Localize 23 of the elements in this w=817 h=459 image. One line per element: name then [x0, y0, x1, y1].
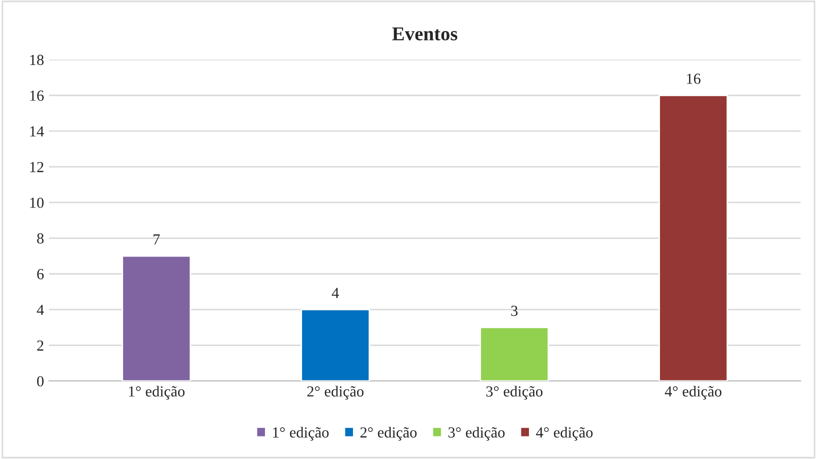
- y-tick-label: 2: [37, 340, 44, 351]
- y-tick-label: 16: [30, 90, 44, 101]
- legend-label: 1° edição: [273, 426, 329, 441]
- y-tick-label: 0: [37, 376, 44, 386]
- y-tick-label: 14: [30, 126, 44, 136]
- x-tick-label: 3° edição: [486, 386, 542, 400]
- data-label: 16: [686, 74, 700, 84]
- y-tick-label: 4: [36, 304, 44, 315]
- data-label: 7: [154, 234, 160, 244]
- x-tick-label: 1° edição: [129, 386, 185, 400]
- data-label: 4: [332, 288, 339, 298]
- chart-title: Eventos: [392, 27, 458, 40]
- y-tick-label: 6: [37, 269, 44, 280]
- x-tick-label: 4° edição: [664, 386, 722, 400]
- legend-label: 3° edição: [448, 426, 505, 441]
- y-tick-label: 18: [30, 54, 44, 66]
- legend-label: 4° edição: [536, 426, 593, 441]
- legend-label: 2° edição: [360, 426, 417, 441]
- data-label: 3: [511, 306, 518, 316]
- y-tick-label: 8: [37, 233, 44, 244]
- y-tick-label: 12: [30, 162, 44, 172]
- y-tick-label: 10: [30, 198, 44, 208]
- x-tick-label: 2° edição: [307, 386, 364, 400]
